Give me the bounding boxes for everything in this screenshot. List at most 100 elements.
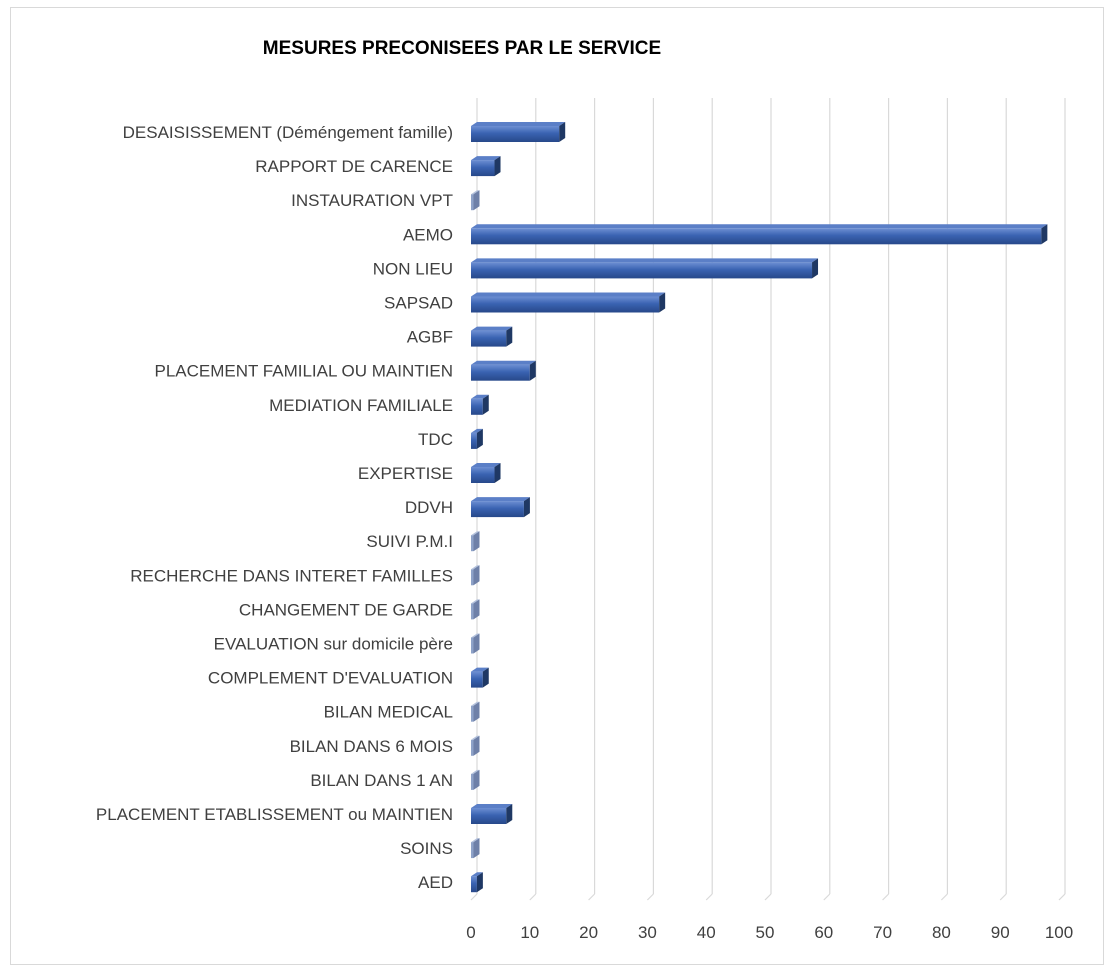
bar-side [529, 360, 536, 381]
bar-side [482, 394, 489, 415]
x-tick-label: 40 [697, 923, 716, 942]
bar [471, 156, 501, 177]
category-label: TDC [418, 430, 453, 449]
bar-side [473, 190, 480, 211]
bar-top [471, 360, 536, 365]
bar-front [471, 739, 474, 756]
bar-front [471, 330, 507, 347]
bar [471, 122, 566, 142]
bar-top [471, 326, 513, 331]
bar-front [471, 842, 474, 859]
x-axis-tick-labels: 0 10 20 30 40 50 60 70 80 90 100 [466, 923, 1073, 942]
bar-front [471, 126, 560, 142]
bar-front [471, 535, 474, 552]
bar-front [471, 773, 474, 790]
bar-side [482, 667, 489, 688]
bar-side [659, 292, 666, 313]
bar-front [471, 603, 474, 620]
bar-side [506, 326, 513, 347]
category-label: COMPLEMENT D'EVALUATION [208, 669, 453, 688]
bar [471, 360, 536, 381]
bar-side [473, 769, 480, 790]
bar-side [494, 156, 501, 177]
bar [471, 326, 513, 347]
category-label: SAPSAD [384, 294, 453, 313]
bar [471, 735, 480, 756]
bar-top [471, 156, 501, 161]
gridline-foot-70 [882, 893, 890, 901]
bar-top [471, 394, 489, 399]
bar-front [471, 160, 495, 177]
category-label: PLACEMENT ETABLISSEMENT ou MAINTIEN [96, 805, 453, 824]
bar [471, 258, 819, 279]
bar [471, 224, 1048, 245]
bar-front [471, 228, 1042, 245]
x-tick-label: 100 [1045, 923, 1073, 942]
bar-top [471, 633, 480, 638]
bar [471, 565, 480, 586]
category-label: RECHERCHE DANS INTERET FAMILLES [130, 566, 453, 585]
bar-top [471, 667, 489, 672]
bar [471, 463, 501, 483]
gridline-foot-0 [470, 893, 478, 901]
bar-top [471, 122, 566, 126]
bar-front [471, 194, 474, 211]
category-label: CHANGEMENT DE GARDE [239, 600, 453, 619]
x-tick-label: 50 [756, 923, 775, 942]
x-tick-label: 20 [579, 923, 598, 942]
x-tick-label: 90 [991, 923, 1010, 942]
bar [471, 190, 480, 211]
bar-front [471, 501, 524, 518]
bar-top [471, 838, 480, 843]
category-label: DDVH [405, 498, 453, 517]
bar-side [812, 258, 819, 279]
bar-front [471, 569, 474, 586]
gridline-foot-30 [646, 893, 654, 901]
gridline-foot-80 [940, 893, 948, 901]
category-label: INSTAURATION VPT [291, 191, 453, 210]
bar [471, 804, 513, 824]
gridline-foot-60 [823, 893, 831, 901]
bar-top [471, 224, 1048, 229]
bar-front [471, 808, 507, 824]
bar-side [1041, 224, 1048, 245]
gridline-foot-20 [588, 893, 596, 901]
bar-side [559, 122, 566, 142]
bar-top [471, 769, 480, 774]
bar [471, 838, 480, 859]
bar-top [471, 190, 480, 195]
category-label: NON LIEU [373, 259, 453, 278]
bar-top [471, 599, 480, 604]
chart-title: MESURES PRECONISEES PAR LE SERVICE [263, 38, 661, 59]
bar-front [471, 432, 477, 449]
x-tick-label: 60 [814, 923, 833, 942]
category-label: BILAN DANS 6 MOIS [290, 737, 453, 756]
bar-top [471, 258, 819, 263]
bar-side [473, 735, 480, 756]
x-tick-label: 30 [638, 923, 657, 942]
category-label: BILAN MEDICAL [324, 703, 453, 722]
bar [471, 292, 666, 313]
bar-front [471, 262, 813, 279]
bar-side [473, 565, 480, 586]
category-label: AEMO [403, 225, 453, 244]
bar-side [473, 599, 480, 620]
bar-top [471, 565, 480, 570]
bar-side [476, 872, 483, 893]
x-tick-label: 70 [873, 923, 892, 942]
bar-side [473, 701, 480, 722]
gridline-foot-90 [999, 893, 1007, 901]
gridline-foot-100 [1058, 893, 1066, 901]
category-label: SOINS [400, 839, 453, 858]
gridlines [470, 98, 1066, 901]
bar-front [471, 671, 483, 688]
bar [471, 531, 480, 552]
category-label: DESAISISSEMENT (Déméngement famille) [123, 123, 453, 142]
bar-side [523, 497, 530, 518]
bar-front [471, 296, 660, 313]
bar-front [471, 364, 530, 381]
bar [471, 633, 480, 654]
bar-top [471, 497, 530, 502]
category-label: RAPPORT DE CARENCE [255, 157, 453, 176]
category-label: EVALUATION sur domicile père [214, 635, 453, 654]
